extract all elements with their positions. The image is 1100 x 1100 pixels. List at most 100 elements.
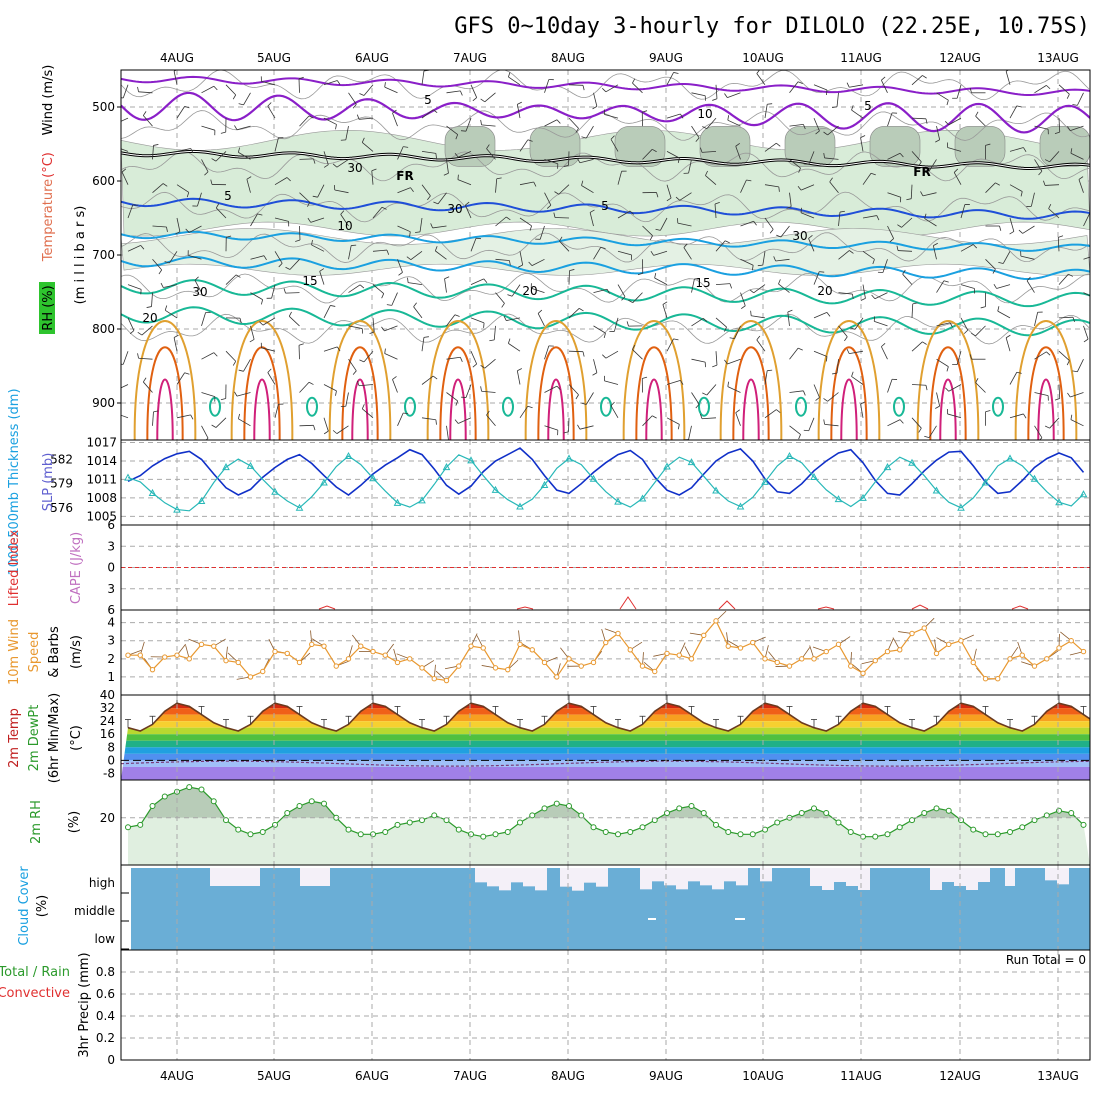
wind-point [321,643,327,649]
barb [558,184,570,195]
barb-flag [140,245,145,250]
wind-point [639,663,646,669]
rh-point [259,828,266,835]
barb [897,250,913,252]
barb [470,84,478,98]
barb [446,159,449,174]
barb-flag [1020,191,1023,197]
rh-point [382,828,389,835]
barb [985,182,996,193]
barb-flag [483,278,488,284]
barb-flag [702,317,708,322]
barb [715,351,718,366]
barb [632,82,643,94]
slp-point [785,451,794,460]
wind-point [860,670,866,676]
barb [660,217,668,231]
barb [262,317,276,326]
barb-flag [803,163,809,165]
wind-point [1019,652,1025,658]
barb-flag [963,329,969,334]
wind-point [627,647,633,653]
wind-point [664,650,670,657]
barb-flag [434,246,438,252]
loop-9-2 [1037,378,1055,440]
barb-flag [285,266,291,270]
barb-flag [714,201,720,205]
barb [397,259,403,273]
loop-0-1 [146,346,184,440]
rh-point [909,817,915,824]
barb-flag [336,80,341,85]
temp-band-0 [121,703,1090,709]
contour-label-10: FR [913,165,930,179]
barb-flag [776,142,781,147]
wind-point [407,656,413,662]
barb [537,313,545,327]
barb-flag [1066,93,1070,99]
top-date-3: 7AUG [453,51,487,65]
barb-flag [410,187,414,192]
chart-title: GFS 0~10day 3-hourly for DILOLO (22.25E,… [454,14,1090,39]
rh-point [137,821,144,828]
slp-point [124,473,132,481]
barb-flag [735,143,741,147]
barb [340,214,349,227]
barb [862,250,875,260]
barb-flag [993,283,997,289]
barb-flag [211,424,217,428]
barb [836,92,839,107]
high-gap-5 [930,868,942,890]
barb-flag [381,293,385,299]
barb-flag [443,172,449,176]
barb [936,280,945,293]
slp-line [127,454,1084,512]
barb-flag [881,76,886,81]
barb-flag [190,148,194,154]
rh-point [872,833,879,840]
barb-flag [829,177,833,183]
grey-contour-0 [121,70,1090,101]
run-total-label: Run Total = 0 [1006,953,1086,967]
barb-flag [352,104,357,109]
barb-flag [839,210,845,213]
barb [274,137,279,152]
wind-point [1044,656,1050,662]
wind-point [737,645,744,651]
wind-point [897,647,903,653]
high-gap-0 [523,868,535,887]
barb [838,250,850,260]
barb-flag [330,305,336,307]
barb [688,425,692,440]
barb [127,284,142,290]
barb-flag [1068,273,1074,277]
barb [457,179,472,186]
barb-flag [546,204,552,209]
cape-label: CAPE (J/kg) [69,532,84,604]
slp-point [491,485,500,493]
barb-flag [472,97,477,102]
barb-flag [846,348,850,354]
barb [851,109,864,119]
li-tick-0: 0 [107,561,115,575]
barb-flag [409,231,411,237]
barb [605,84,619,93]
wind-point [786,663,793,669]
barb [789,192,792,207]
barb-flag [142,377,147,383]
barb [691,92,706,97]
barb-flag [920,191,924,197]
barb-flag [695,403,700,409]
barb [419,217,423,232]
barb-flag [798,434,801,440]
barb [397,225,411,233]
cape-spike-1 [516,606,534,610]
barb [1034,312,1039,326]
high-gap-4 [834,868,846,882]
contour-minus5 [121,91,1090,134]
barb-flag [582,351,585,357]
barb-flag [307,217,312,223]
barb-flag [518,264,523,268]
barb [384,325,398,332]
barb [948,384,962,392]
